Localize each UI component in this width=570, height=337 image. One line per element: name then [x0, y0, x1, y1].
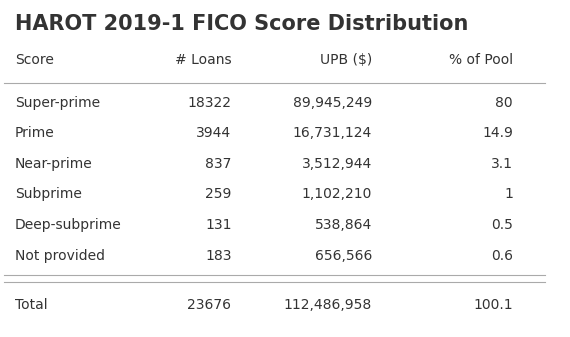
- Text: Total: Total: [15, 298, 48, 312]
- Text: HAROT 2019-1 FICO Score Distribution: HAROT 2019-1 FICO Score Distribution: [15, 14, 469, 34]
- Text: 1,102,210: 1,102,210: [302, 187, 372, 202]
- Text: Super-prime: Super-prime: [15, 96, 100, 110]
- Text: 112,486,958: 112,486,958: [284, 298, 372, 312]
- Text: 1: 1: [504, 187, 513, 202]
- Text: 16,731,124: 16,731,124: [293, 126, 372, 140]
- Text: Not provided: Not provided: [15, 249, 105, 263]
- Text: Score: Score: [15, 53, 54, 67]
- Text: Prime: Prime: [15, 126, 55, 140]
- Text: 259: 259: [205, 187, 231, 202]
- Text: 837: 837: [205, 157, 231, 171]
- Text: UPB ($): UPB ($): [320, 53, 372, 67]
- Text: Near-prime: Near-prime: [15, 157, 93, 171]
- Text: 89,945,249: 89,945,249: [293, 96, 372, 110]
- Text: 3944: 3944: [196, 126, 231, 140]
- Text: 3.1: 3.1: [491, 157, 513, 171]
- Text: 80: 80: [495, 96, 513, 110]
- Text: 0.6: 0.6: [491, 249, 513, 263]
- Text: # Loans: # Loans: [175, 53, 231, 67]
- Text: 18322: 18322: [188, 96, 231, 110]
- Text: 3,512,944: 3,512,944: [302, 157, 372, 171]
- Text: 538,864: 538,864: [315, 218, 372, 232]
- Text: 0.5: 0.5: [491, 218, 513, 232]
- Text: 14.9: 14.9: [482, 126, 513, 140]
- Text: 183: 183: [205, 249, 231, 263]
- Text: 131: 131: [205, 218, 231, 232]
- Text: 100.1: 100.1: [473, 298, 513, 312]
- Text: 656,566: 656,566: [315, 249, 372, 263]
- Text: % of Pool: % of Pool: [449, 53, 513, 67]
- Text: 23676: 23676: [188, 298, 231, 312]
- Text: Subprime: Subprime: [15, 187, 82, 202]
- Text: Deep-subprime: Deep-subprime: [15, 218, 122, 232]
